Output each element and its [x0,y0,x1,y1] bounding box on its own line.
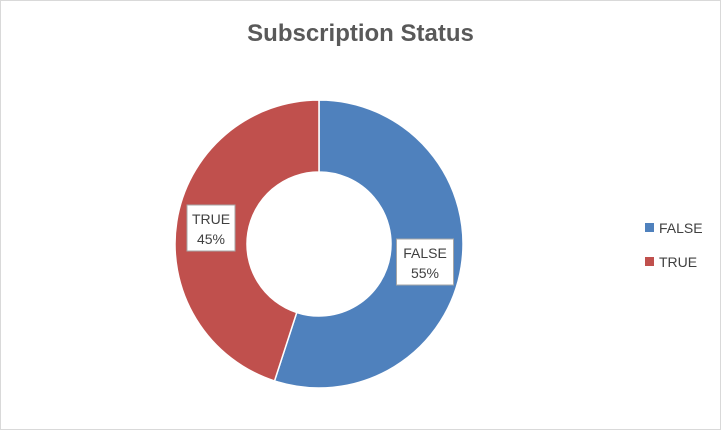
data-label-true: TRUE 45% [186,204,236,252]
slice-false [273,99,464,389]
data-label-percent: 55% [411,265,439,281]
legend: FALSE TRUE [645,220,703,270]
legend-swatch [645,257,654,266]
data-label-box [186,204,236,252]
legend-entry-false: FALSE [645,220,703,236]
slice-true [174,99,320,382]
slices-layer [174,99,464,389]
data-label-percent: 45% [197,231,225,247]
chart-title: Subscription Status [247,20,474,47]
legend-label: FALSE [659,220,703,236]
data-label-category: TRUE [192,211,230,227]
legend-entry-true: TRUE [645,254,697,270]
legend-swatch [645,223,654,232]
data-label-category: FALSE [403,245,447,261]
data-labels-layer: FALSE 55% TRUE 45% [186,204,454,286]
legend-label: TRUE [659,254,697,270]
data-label-false: FALSE 55% [396,238,454,286]
data-label-box [396,238,454,286]
